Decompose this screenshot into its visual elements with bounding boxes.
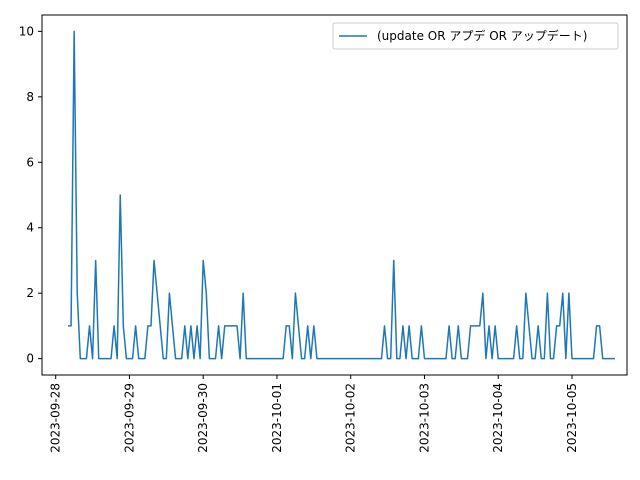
- legend-label: (update OR アプデ OR アップデート): [377, 28, 587, 43]
- x-tick-label: 2023-09-28: [49, 383, 63, 453]
- y-axis: 0 2 4 6 8 10: [19, 24, 42, 366]
- y-tick-label: 2: [26, 286, 34, 300]
- x-tick-label: 2023-10-03: [417, 383, 431, 453]
- y-tick-label: 0: [26, 352, 34, 366]
- y-tick-label: 10: [19, 24, 34, 38]
- x-tick-label: 2023-09-30: [196, 383, 210, 453]
- plot-frame: [41, 14, 628, 376]
- y-tick-label: 4: [26, 221, 34, 235]
- x-tick-label: 2023-09-29: [122, 383, 136, 453]
- legend: (update OR アプデ OR アップデート): [332, 22, 619, 50]
- x-tick-label: 2023-10-02: [344, 383, 358, 453]
- series-line-0: [68, 30, 615, 360]
- y-tick-label: 8: [26, 90, 34, 104]
- x-axis: 2023-09-28 2023-09-29 2023-09-30 2023-10-01…: [49, 375, 579, 453]
- legend-box: [332, 22, 619, 50]
- y-tick-label: 6: [26, 155, 34, 169]
- x-tick-label: 2023-10-05: [565, 383, 579, 453]
- x-tick-label: 2023-10-01: [270, 383, 284, 453]
- series-layer: [68, 30, 615, 360]
- x-tick-label: 2023-10-04: [491, 383, 505, 453]
